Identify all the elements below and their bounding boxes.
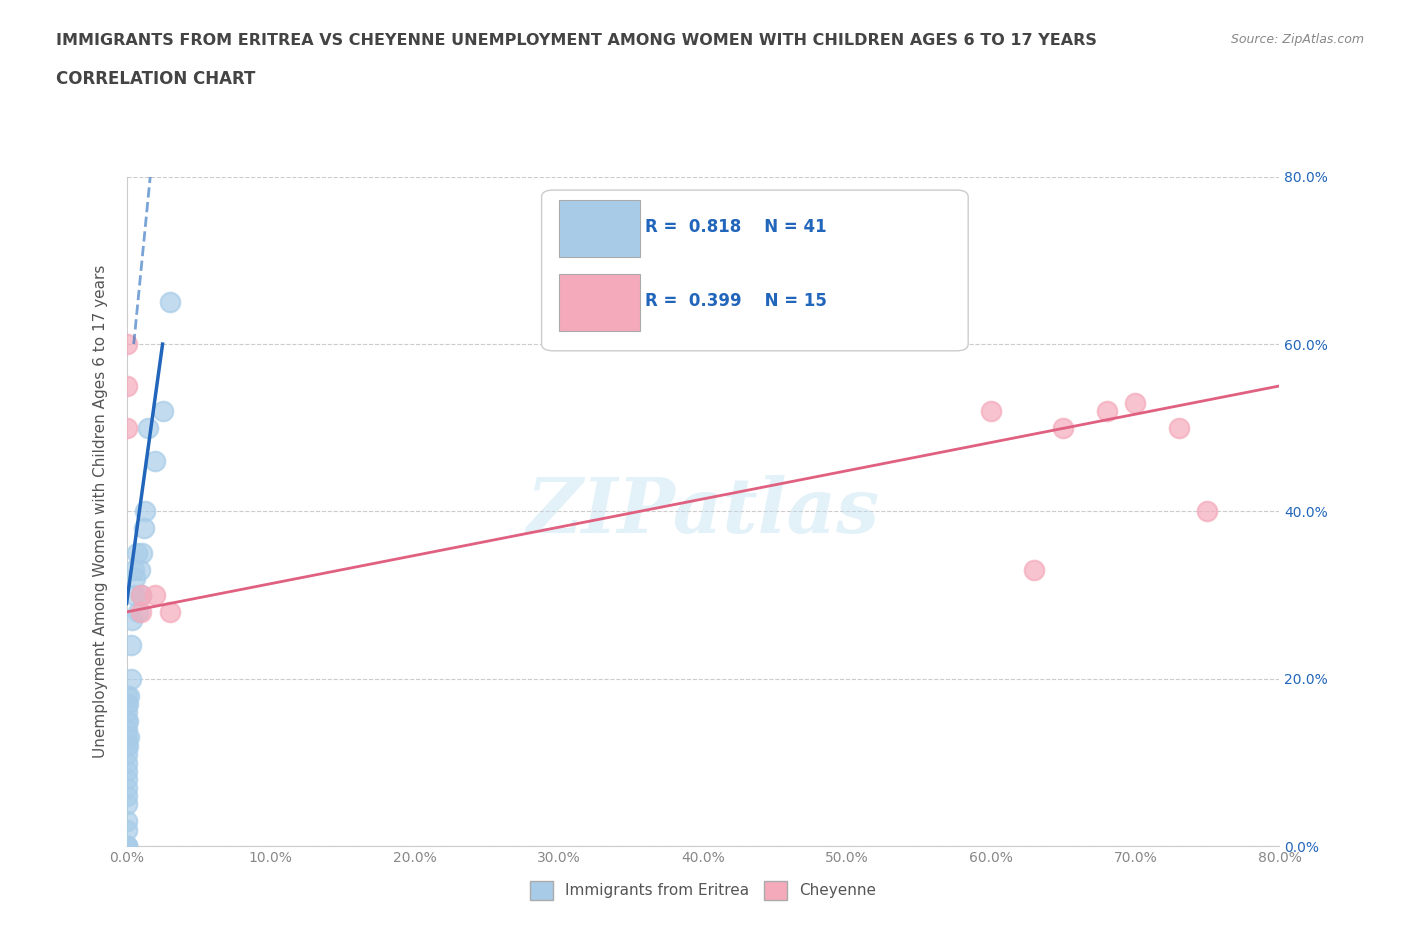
Text: Source: ZipAtlas.com: Source: ZipAtlas.com <box>1230 33 1364 46</box>
Point <box>115 839 138 854</box>
Point <box>115 697 138 711</box>
Text: CORRELATION CHART: CORRELATION CHART <box>56 70 256 87</box>
Point <box>1095 404 1118 418</box>
Point <box>128 563 150 578</box>
Point <box>980 404 1002 418</box>
Point <box>115 780 138 795</box>
Point <box>132 521 155 536</box>
Text: R =  0.818    N = 41: R = 0.818 N = 41 <box>645 218 827 236</box>
Point <box>115 789 138 804</box>
Point <box>908 211 931 226</box>
Point <box>134 504 156 519</box>
FancyBboxPatch shape <box>558 273 640 331</box>
Point <box>115 337 138 352</box>
Legend: Immigrants from Eritrea, Cheyenne: Immigrants from Eritrea, Cheyenne <box>523 875 883 906</box>
Point <box>159 604 181 619</box>
Point <box>145 454 166 469</box>
Point <box>129 588 152 603</box>
FancyBboxPatch shape <box>558 200 640 257</box>
Text: R =  0.399    N = 15: R = 0.399 N = 15 <box>645 292 827 310</box>
Point <box>1024 563 1046 578</box>
Point <box>159 295 181 310</box>
Point <box>1167 420 1189 435</box>
Point <box>115 755 138 770</box>
Point <box>129 588 152 603</box>
Point <box>115 688 138 703</box>
Point <box>115 379 138 393</box>
Point <box>1197 504 1219 519</box>
Point <box>115 730 138 745</box>
Point <box>115 713 138 728</box>
Point <box>120 638 142 653</box>
Point <box>117 697 139 711</box>
Point <box>115 722 138 737</box>
Point <box>115 747 138 762</box>
Point <box>115 738 138 753</box>
Point <box>115 839 138 854</box>
Point <box>115 772 138 787</box>
Point <box>120 671 142 686</box>
Point <box>115 764 138 778</box>
Point <box>145 588 166 603</box>
Point <box>115 839 138 854</box>
Point <box>115 420 138 435</box>
Point <box>131 546 153 561</box>
Point <box>115 797 138 812</box>
Point <box>127 604 149 619</box>
Point <box>152 404 174 418</box>
Text: ZIPatlas: ZIPatlas <box>526 474 880 549</box>
Point <box>122 563 145 578</box>
Point <box>125 546 148 561</box>
Text: IMMIGRANTS FROM ERITREA VS CHEYENNE UNEMPLOYMENT AMONG WOMEN WITH CHILDREN AGES : IMMIGRANTS FROM ERITREA VS CHEYENNE UNEM… <box>56 33 1097 47</box>
Point <box>122 588 145 603</box>
Point <box>115 814 138 829</box>
Point <box>121 613 143 628</box>
Point <box>124 571 146 586</box>
Y-axis label: Unemployment Among Women with Children Ages 6 to 17 years: Unemployment Among Women with Children A… <box>93 265 108 758</box>
FancyBboxPatch shape <box>541 190 969 351</box>
Point <box>136 420 159 435</box>
Point <box>118 730 141 745</box>
Point <box>117 713 139 728</box>
Point <box>129 604 152 619</box>
Point <box>1123 395 1146 410</box>
Point <box>118 688 141 703</box>
Point <box>115 705 138 720</box>
Point <box>115 822 138 837</box>
Point <box>1052 420 1074 435</box>
Point <box>117 738 139 753</box>
